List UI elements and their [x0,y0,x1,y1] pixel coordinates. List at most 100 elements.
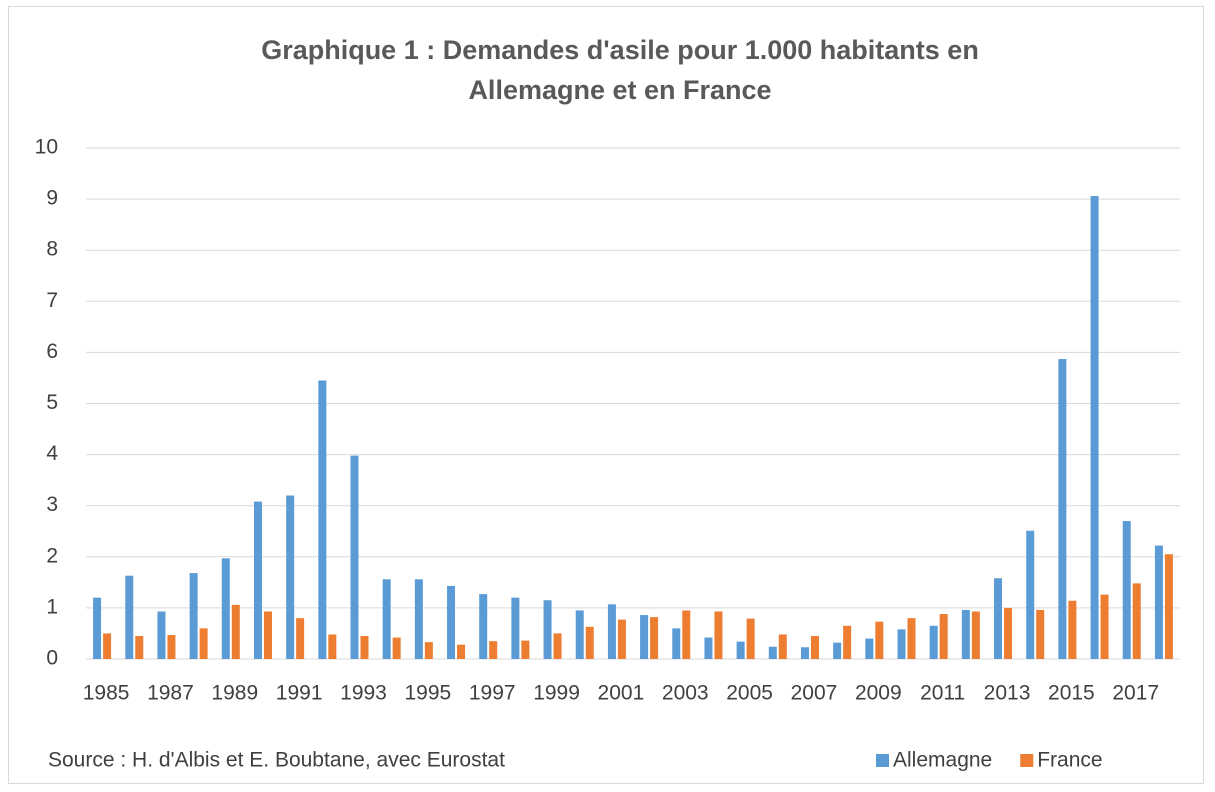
bar [994,578,1003,659]
y-tick-label: 4 [46,442,58,465]
bar [971,611,980,659]
x-tick-label: 2015 [1048,682,1095,705]
y-tick-label: 2 [46,544,58,567]
bar [424,642,433,659]
bar [189,573,198,659]
bar [199,628,208,659]
y-tick-label: 9 [46,187,58,210]
bar [833,642,842,659]
bar [714,611,723,659]
bar [125,575,134,659]
x-tick-label: 1991 [276,682,323,705]
x-tick-label: 1999 [533,682,580,705]
bar [286,495,295,659]
bar [253,501,262,659]
x-tick-label: 2001 [598,682,645,705]
y-tick-label: 10 [35,136,58,159]
bar [1132,583,1141,659]
bar [640,615,649,659]
source-note: Source : H. d'Albis et E. Boubtane, avec… [48,749,505,772]
bar [939,614,948,659]
bar [1058,359,1067,659]
legend-swatch [1020,754,1034,767]
bar [360,636,369,659]
bar [768,646,777,659]
bar [778,634,787,659]
x-tick-label: 2007 [791,682,838,705]
bar [382,579,391,659]
bar [511,597,520,659]
x-tick-label: 2003 [662,682,709,705]
x-tick-label: 2011 [920,682,965,705]
x-tick-label: 1993 [340,682,387,705]
chart-frame [8,6,1204,784]
y-tick-label: 5 [46,391,58,414]
x-tick-label: 1995 [404,682,451,705]
bar [704,637,713,659]
x-tick-label: 1997 [469,682,516,705]
bar [907,618,916,659]
bar [1004,607,1013,659]
bar [231,604,240,659]
bar [810,636,819,659]
x-tick-label: 1987 [147,682,194,705]
y-tick-label: 3 [46,493,58,516]
bar [1026,530,1035,659]
x-tick-label: 2013 [984,682,1031,705]
bar [157,611,166,659]
x-tick-label: 1985 [83,682,130,705]
bar [135,636,144,659]
bar [800,647,809,659]
x-tick-label: 1989 [211,682,258,705]
bar [575,610,584,659]
bar [392,637,401,659]
bar [746,618,755,659]
bar [672,628,681,659]
bar [897,629,906,659]
y-tick-label: 0 [46,647,58,670]
legend-label: Allemagne [893,749,992,772]
bar [682,610,691,659]
bar [650,617,659,659]
bar [865,638,874,659]
bar [736,641,745,659]
bar [607,604,616,659]
bar [961,609,970,659]
bar [1154,545,1163,659]
bar [843,625,852,659]
bar [457,644,466,659]
x-tick-label: 2005 [726,682,773,705]
chart-title: Graphique 1 : Demandes d'asile pour 1.00… [261,35,979,105]
legend-label: France [1037,749,1102,772]
y-tick-label: 8 [46,238,58,261]
y-tick-label: 6 [46,340,58,363]
bar [328,634,337,659]
bar [553,633,562,659]
bar [489,641,498,659]
bar [263,611,272,659]
bar [447,585,456,659]
bar [875,621,884,659]
bar [585,626,594,659]
bar [1036,609,1045,659]
bar [1090,196,1099,659]
bar [1068,600,1077,659]
x-tick-label: 2017 [1112,682,1159,705]
bar [414,579,423,659]
bar [929,625,938,659]
bar [93,597,102,659]
bar [167,634,176,659]
bar [617,619,626,659]
y-tick-label: 7 [46,289,58,312]
bar [1122,521,1131,659]
bar [318,380,327,659]
bar [479,594,488,659]
legend-swatch [876,754,889,767]
bar [350,455,359,659]
bar [521,640,530,659]
bar [1100,594,1109,659]
x-tick-label: 2009 [855,682,902,705]
bar [221,558,230,659]
